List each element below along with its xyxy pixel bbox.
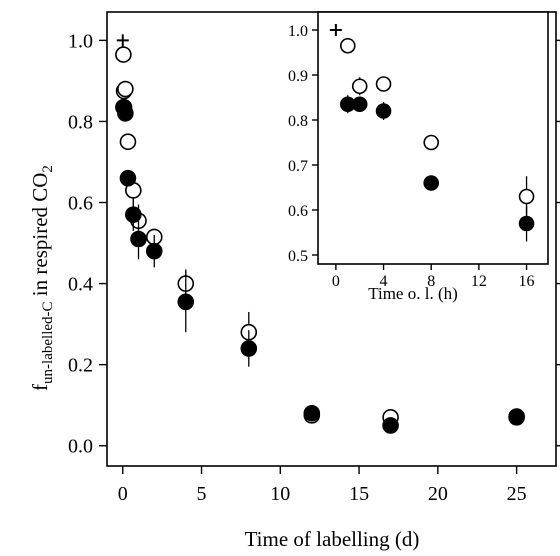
main-x-tick-label: 25 [507, 483, 527, 505]
y-axis-title-f: f [28, 384, 52, 391]
main-y-tick-label: 1.0 [68, 30, 93, 52]
y-axis-title-text: in respired CO [28, 173, 52, 302]
y-axis-title: fun-labelled-C in respired CO2 [28, 165, 56, 391]
main-filled-point [117, 105, 134, 122]
main-x-tick-label: 10 [270, 483, 290, 505]
main-filled-point [145, 242, 163, 260]
main-filled-point [177, 293, 195, 311]
main-x-tick-label: 15 [349, 483, 369, 505]
inset-y-tick-label: 0.5 [288, 248, 308, 265]
y-axis-title-subscript: un-labelled-C [40, 301, 56, 383]
main-x-tick-label: 5 [197, 483, 207, 505]
inset-filled-point [518, 215, 535, 232]
inset-x-tick-label: 16 [519, 273, 535, 290]
inset-x-tick-label: 12 [471, 273, 487, 290]
inset-x-tick-label: 8 [427, 273, 435, 290]
inset-open-point [351, 78, 368, 95]
main-filled-point [119, 169, 137, 187]
inset-open-point [375, 76, 392, 92]
inset-x-tick-label: 4 [380, 273, 388, 290]
inset-filled-point [351, 96, 368, 113]
main-filled-point [125, 206, 142, 223]
main-open-point [117, 80, 134, 98]
main-filled-point [303, 405, 321, 422]
inset-y-tick-label: 0.6 [288, 203, 308, 220]
inset-y-tick-label: 0.7 [288, 158, 308, 175]
main-filled-point [382, 417, 399, 434]
inset-open-point [339, 37, 356, 54]
y-axis-title-co2-subscript: 2 [40, 165, 56, 173]
x-axis-title: Time of labelling (d) [245, 527, 420, 551]
inset-y-tick-label: 0.8 [288, 113, 308, 130]
main-y-tick-label: 0.2 [68, 355, 93, 377]
inset-open-point [518, 188, 535, 205]
main-open-point [115, 46, 132, 63]
main-filled-point [508, 409, 525, 426]
main-filled-point [240, 340, 258, 357]
main-y-tick-label: 0.8 [68, 111, 93, 133]
main-filled-point [130, 230, 147, 248]
inset-filled-point [423, 175, 440, 191]
inset-open-point [423, 134, 440, 151]
inset-plot: 0 4 8 12 16 0.5 0.6 0.7 0.8 0.9 1.0 [288, 11, 549, 290]
main-y-tick-label: 0.0 [68, 436, 93, 458]
main-y-tick-label: 0.4 [68, 274, 93, 296]
inset-filled-point [375, 103, 392, 119]
main-x-tick-label: 20 [428, 483, 448, 505]
inset-x-tick-label: 0 [332, 273, 340, 290]
inset-y-tick-label: 0.9 [288, 68, 308, 85]
main-x-tick-label: 0 [118, 483, 128, 505]
inset-y-tick-label: 1.0 [288, 23, 308, 40]
inset-x-axis-title: Time o. l. (h) [368, 284, 458, 303]
main-open-point [119, 133, 137, 151]
main-y-tick-label: 0.6 [68, 193, 93, 215]
